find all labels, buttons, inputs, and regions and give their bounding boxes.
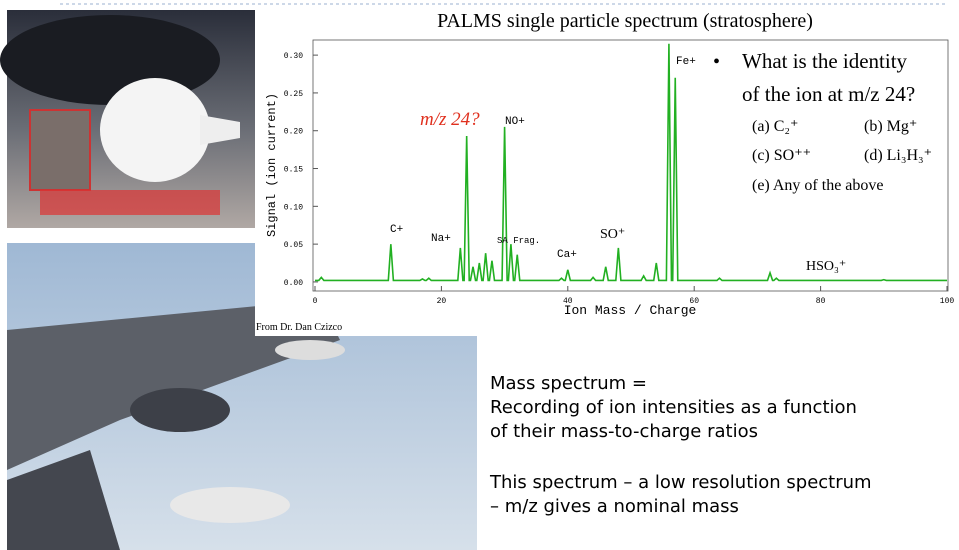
chart-panel [255, 10, 959, 336]
option: (e) Any of the above [752, 177, 884, 194]
annotation: SA Frag. [497, 236, 540, 246]
question-line: What is the identity [742, 49, 908, 73]
y-tick-label: 0.25 [284, 90, 303, 99]
x-tick-label: 0 [313, 297, 318, 306]
y-axis-label: Signal (ion current) [265, 93, 279, 237]
chart-title: PALMS single particle spectrum (stratosp… [437, 10, 813, 32]
spectrum-line [315, 43, 947, 282]
annotation: Fe+ [676, 56, 696, 68]
body-line: – m/z gives a nominal mass [490, 496, 739, 517]
body-line: This spectrum – a low resolution spectru… [489, 472, 872, 493]
option: (c) SO⁺⁺ [752, 147, 811, 164]
annotation: NO+ [505, 116, 525, 128]
plot-frame [312, 39, 949, 292]
option: (a) C₂⁺ [752, 118, 798, 135]
y-tick-label: 0.30 [284, 52, 303, 61]
x-tick-label: 80 [816, 297, 826, 306]
annotation: m/z 24? [420, 109, 480, 130]
credit: From Dr. Dan Czizco [256, 322, 342, 333]
bullet: • [713, 51, 720, 73]
annotation: Na+ [431, 233, 451, 245]
body-line: Mass spectrum = [490, 373, 647, 394]
instrument-photo [0, 10, 255, 228]
option: (b) Mg⁺ [864, 118, 917, 135]
x-tick-label: 40 [563, 297, 573, 306]
y-tick-label: 0.10 [284, 203, 303, 212]
y-tick-label: 0.05 [284, 241, 303, 250]
option: (d) Li₃H₃⁺ [864, 147, 932, 164]
y-tick-label: 0.00 [284, 279, 303, 288]
x-tick-label: 60 [689, 297, 699, 306]
y-tick-label: 0.15 [284, 166, 303, 175]
plot: 0.00 0.05 0.10 0.15 0.20 0.25 0.30 0 20 40 60 80 100 [284, 43, 955, 306]
x-tick-label: 20 [437, 297, 447, 306]
annotation: Ca+ [557, 249, 577, 261]
annotation: C+ [390, 224, 403, 236]
annotation: SO⁺ [600, 227, 625, 242]
x-axis-label: Ion Mass / Charge [564, 303, 697, 318]
body-line: of their mass-to-charge ratios [490, 421, 758, 442]
x-tick-label: 100 [940, 297, 955, 306]
y-tick-label: 0.20 [284, 128, 303, 137]
body-line: Recording of ion intensities as a functi… [490, 397, 857, 418]
question-line: of the ion at m/z 24? [742, 82, 915, 106]
annotation: HSO₃⁺ [806, 259, 846, 274]
